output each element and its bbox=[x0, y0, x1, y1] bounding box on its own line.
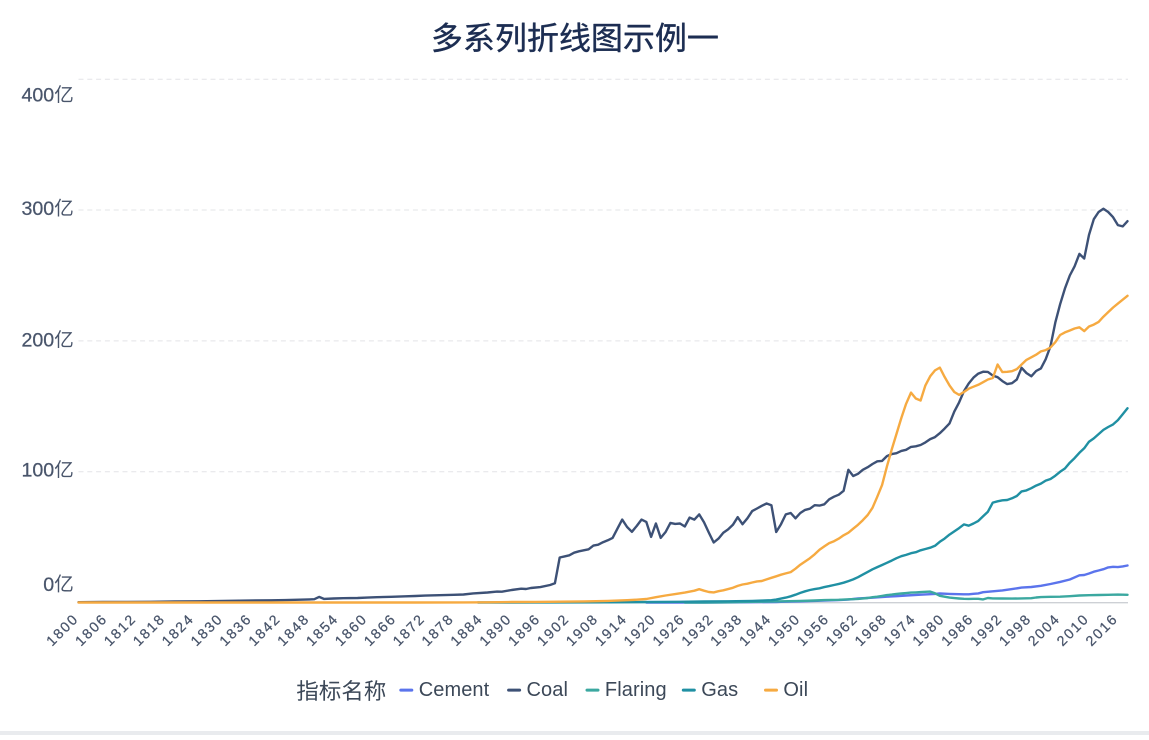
svg-text:Gas: Gas bbox=[701, 679, 738, 701]
svg-text:Coal: Coal bbox=[527, 679, 569, 701]
svg-text:0: 0 bbox=[43, 574, 54, 596]
svg-text:Cement: Cement bbox=[419, 679, 490, 701]
svg-text:Oil: Oil bbox=[783, 679, 808, 701]
svg-text:400: 400 bbox=[21, 85, 54, 107]
svg-text:200: 200 bbox=[21, 330, 54, 352]
svg-text:Flaring: Flaring bbox=[605, 679, 667, 701]
svg-text:300: 300 bbox=[21, 198, 54, 220]
svg-text:100: 100 bbox=[21, 460, 54, 482]
